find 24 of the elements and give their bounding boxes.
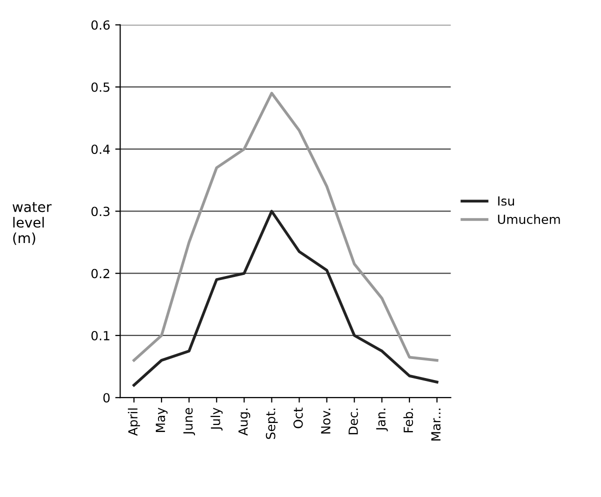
x-tick-label: April — [128, 408, 140, 436]
y-axis-title: water level (m) — [12, 202, 52, 245]
y-tick-label: 0.3 — [91, 206, 110, 216]
x-tick-label: Aug. — [238, 408, 250, 436]
y-tick-label: 0.4 — [91, 144, 110, 154]
x-tick-label: May — [156, 408, 168, 432]
x-tick-label: Dec. — [348, 408, 358, 434]
legend-label: Isu — [498, 196, 514, 206]
x-tick-label: Mar... — [431, 408, 441, 440]
x-tick-label: July — [210, 408, 223, 430]
x-tick-label: Feb. — [403, 408, 414, 432]
y-tick-label: 0.1 — [91, 330, 110, 340]
y-tick-label: 0.2 — [91, 268, 110, 278]
x-tick-label: Oct — [293, 408, 303, 428]
y-tick-label: 0 — [103, 393, 110, 403]
line-series — [132, 210, 438, 387]
x-tick-label: Jan. — [376, 408, 388, 432]
legend-label: Umuchem — [498, 214, 560, 224]
x-tick-label: June — [183, 408, 196, 436]
y-tick-label: 0.6 — [91, 20, 110, 30]
x-tick-label: Nov. — [321, 408, 330, 434]
x-tick-label: Sept. — [266, 408, 278, 439]
y-tick-label: 0.5 — [91, 82, 110, 92]
line-series — [132, 92, 438, 362]
